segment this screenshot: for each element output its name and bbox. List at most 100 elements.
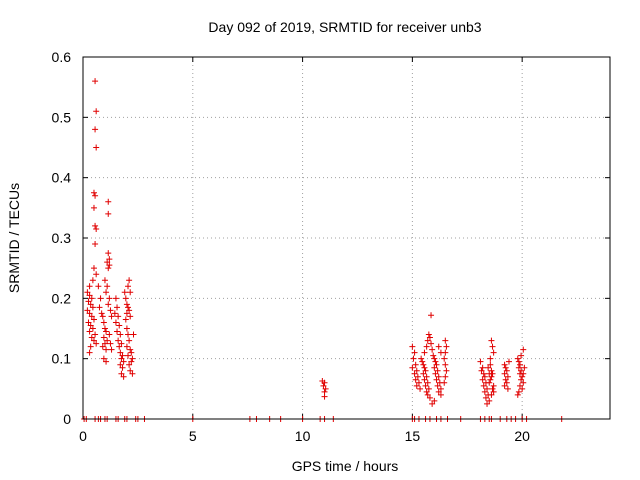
data-point [488, 337, 495, 344]
data-point [104, 259, 111, 266]
data-point [434, 382, 441, 389]
data-point [489, 385, 496, 392]
data-point [105, 265, 112, 272]
data-point [104, 337, 111, 344]
data-point [520, 379, 527, 386]
data-point [442, 337, 449, 344]
data-point [92, 222, 99, 229]
data-point [443, 343, 450, 350]
data-point [481, 373, 488, 380]
data-point [127, 289, 134, 296]
x-tick-label: 0 [79, 428, 87, 444]
data-point [435, 388, 442, 395]
data-point [86, 349, 93, 356]
data-point [101, 277, 108, 284]
data-point [519, 373, 526, 380]
data-point [101, 325, 108, 332]
data-point [409, 343, 416, 350]
data-point [92, 192, 99, 199]
data-points [81, 78, 565, 422]
data-point [97, 295, 104, 302]
data-point [322, 385, 329, 392]
data-point [128, 349, 135, 356]
data-point [92, 126, 99, 133]
data-point [428, 340, 435, 347]
data-point [418, 355, 425, 362]
data-point [129, 355, 136, 362]
data-point [125, 331, 132, 338]
data-point [126, 307, 133, 314]
data-point [409, 364, 416, 371]
data-point [502, 364, 509, 371]
data-point [431, 364, 438, 371]
data-point [115, 313, 122, 320]
data-point [86, 283, 93, 290]
data-point [87, 301, 94, 308]
data-point [514, 355, 521, 362]
data-point [85, 298, 92, 305]
data-point [429, 346, 436, 353]
data-point [415, 379, 422, 386]
data-point [106, 256, 113, 263]
data-point [90, 316, 97, 323]
data-point [420, 370, 427, 377]
data-point [85, 319, 92, 326]
data-point [428, 312, 435, 319]
data-point [422, 382, 429, 389]
data-point [412, 376, 419, 383]
data-point [411, 349, 418, 356]
x-tick-label: 15 [405, 428, 421, 444]
data-point [116, 322, 123, 329]
data-point [487, 361, 494, 368]
data-point [501, 370, 508, 377]
data-point [516, 361, 523, 368]
data-point [126, 337, 133, 344]
data-point [84, 289, 91, 296]
data-point [126, 361, 133, 368]
data-point [118, 340, 125, 347]
data-point [519, 385, 526, 392]
data-point [488, 373, 495, 380]
data-point [430, 352, 437, 359]
data-point [125, 352, 132, 359]
data-point [89, 325, 96, 332]
data-point [419, 358, 426, 365]
data-point [107, 307, 114, 314]
data-point [128, 358, 135, 365]
data-point [423, 373, 430, 380]
data-point [413, 367, 420, 374]
data-point [99, 313, 106, 320]
data-point [504, 385, 511, 392]
y-tick-label: 0.5 [52, 109, 72, 125]
data-point [410, 355, 417, 362]
data-point [103, 328, 110, 335]
data-point [119, 364, 126, 371]
data-point [96, 304, 103, 311]
data-point [442, 373, 449, 380]
data-point [477, 358, 484, 365]
data-point [120, 373, 127, 380]
data-point [489, 343, 496, 350]
data-point [487, 376, 494, 383]
tick-layer: 0 5 10 15 20 0 0.1 0.2 0.3 0.4 0.5 0.6 [52, 49, 610, 444]
data-point [106, 295, 113, 302]
data-point [421, 376, 428, 383]
data-point [93, 225, 100, 232]
x-tick-label: 20 [514, 428, 530, 444]
data-point [105, 210, 112, 217]
data-point [518, 367, 525, 374]
data-point [514, 391, 521, 398]
data-point [99, 343, 106, 350]
data-point [90, 265, 97, 272]
data-point [86, 328, 93, 335]
data-point [116, 343, 123, 350]
data-point [423, 343, 430, 350]
data-point [321, 393, 328, 400]
data-point [103, 346, 110, 353]
y-tick-label: 0.1 [52, 351, 72, 367]
data-point [127, 313, 134, 320]
data-point [105, 198, 112, 205]
data-point [89, 304, 96, 311]
data-point [486, 379, 493, 386]
